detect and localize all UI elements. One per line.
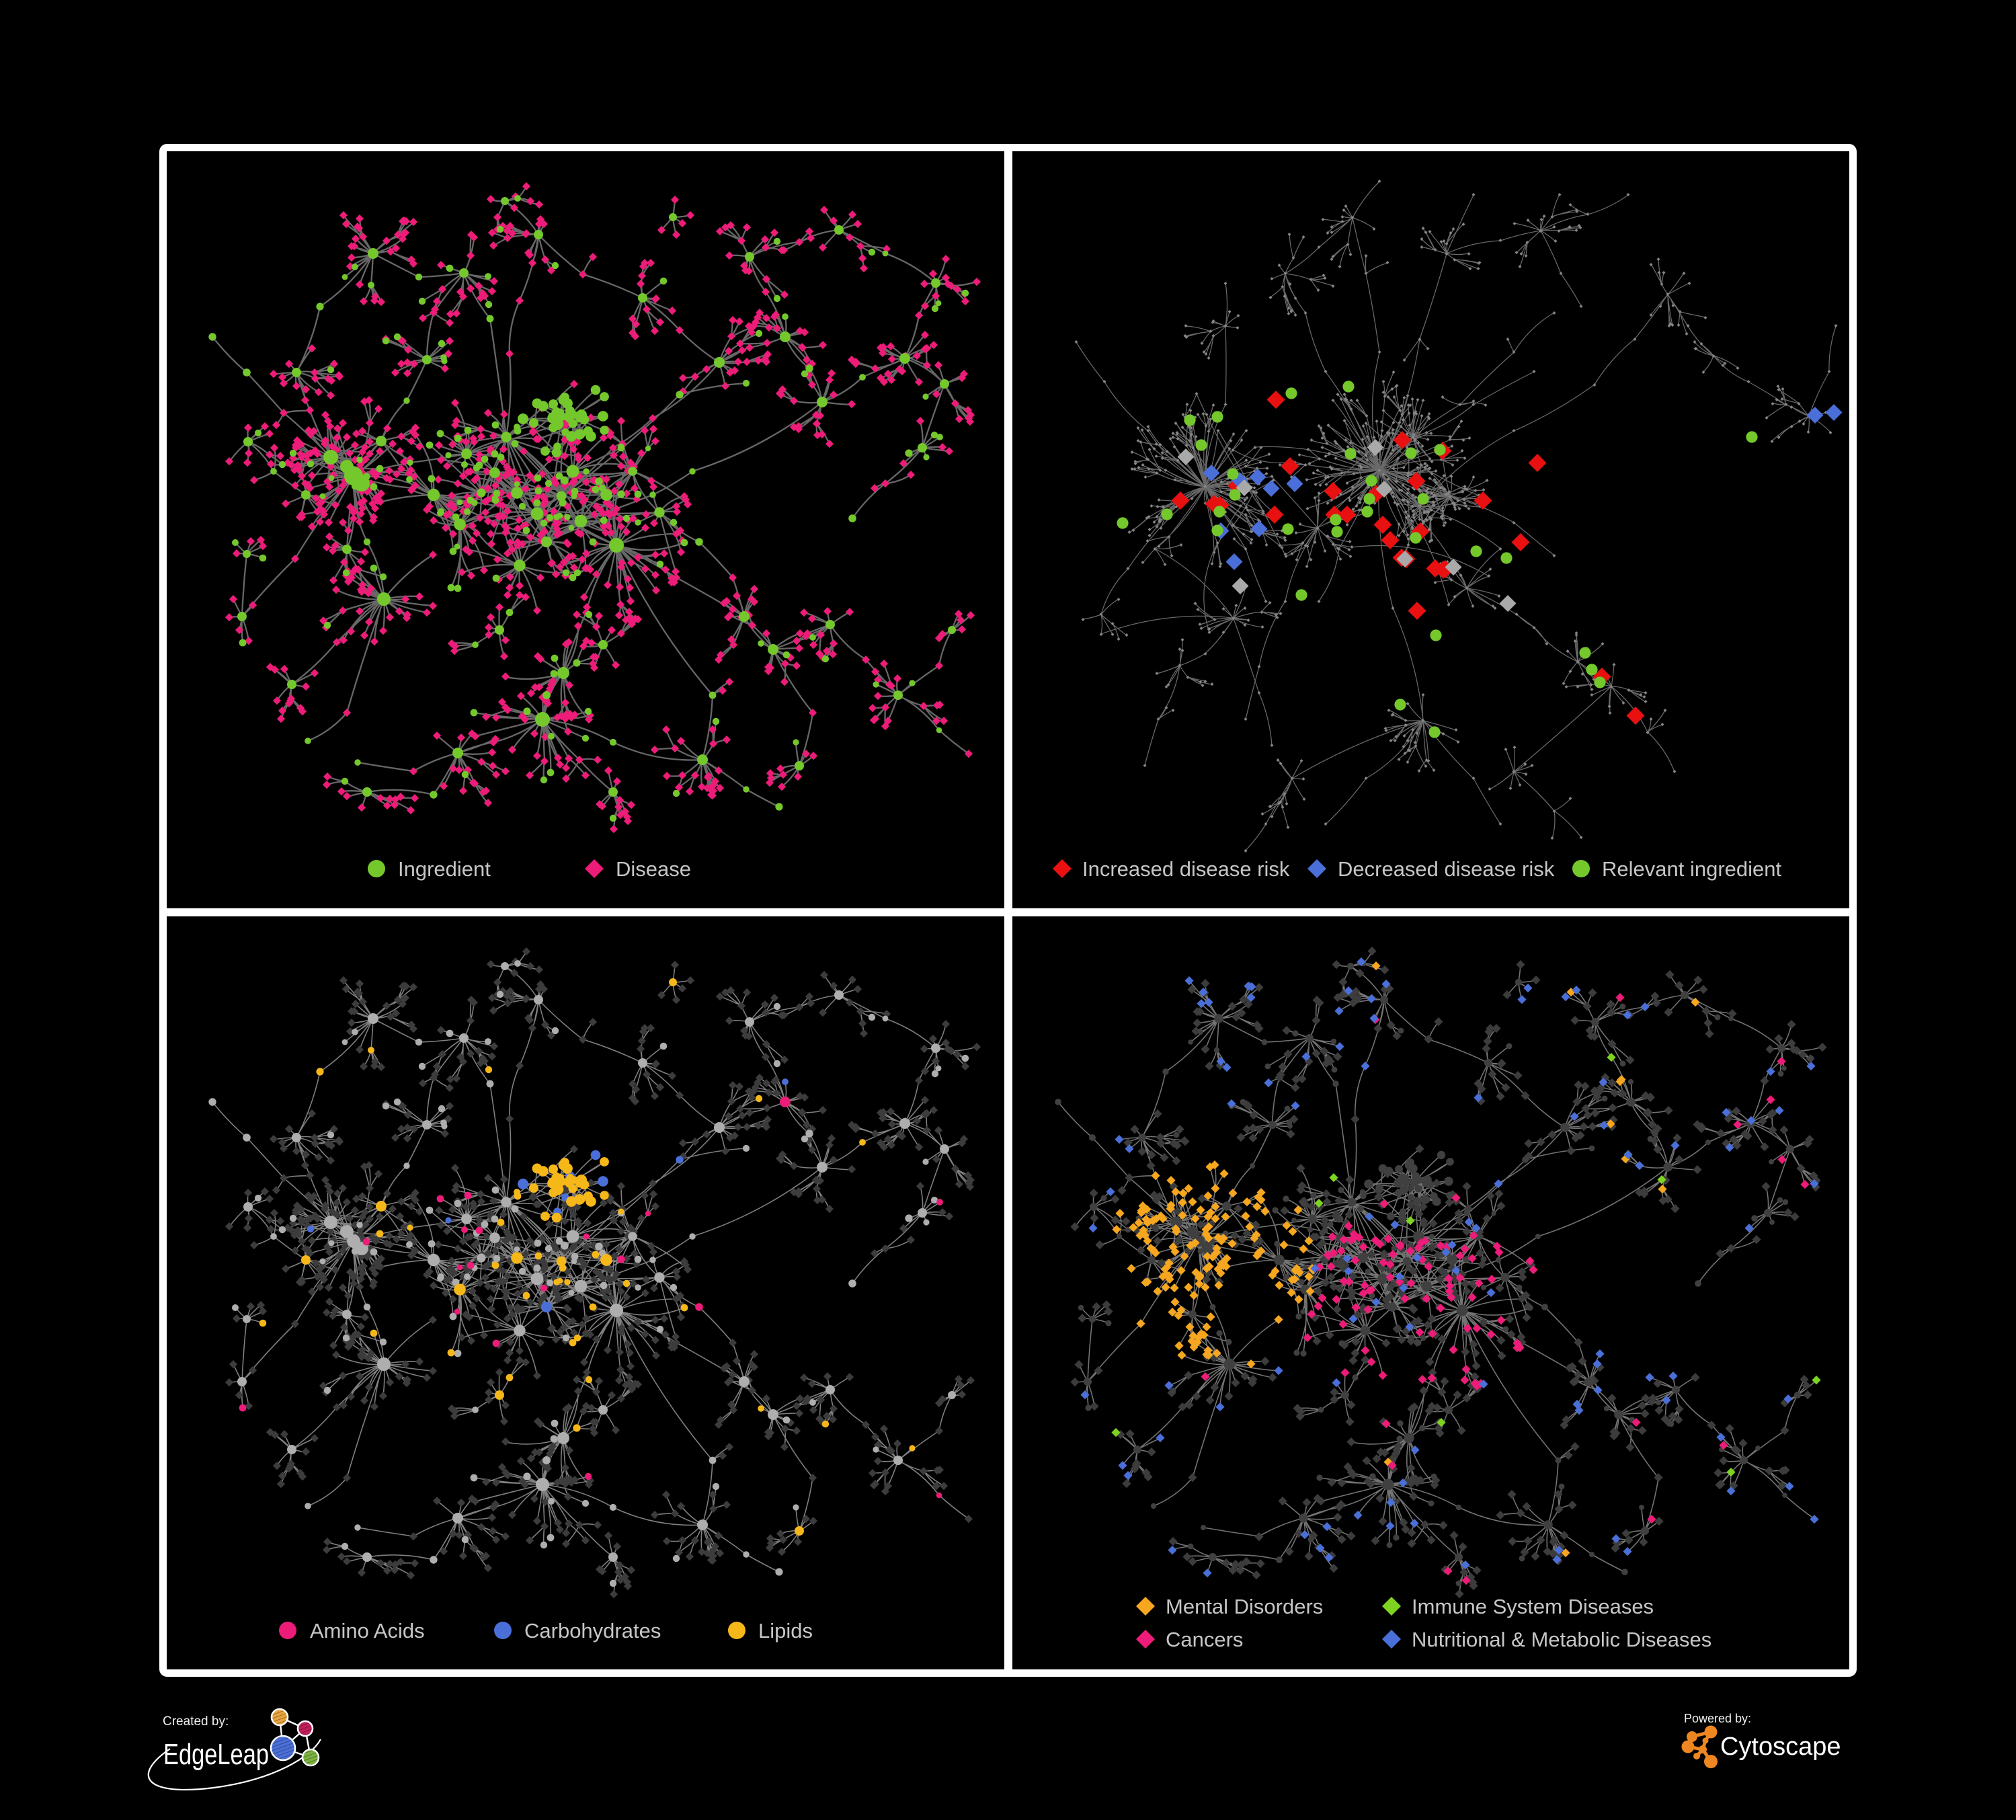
svg-text:Carbohydrates: Carbohydrates bbox=[524, 1619, 661, 1643]
svg-text:Relevant ingredient: Relevant ingredient bbox=[1602, 857, 1782, 881]
svg-text:Created by:: Created by: bbox=[163, 1714, 229, 1729]
svg-text:EdgeLeap: EdgeLeap bbox=[163, 1738, 269, 1771]
svg-text:Powered by:: Powered by: bbox=[1684, 1712, 1751, 1725]
svg-text:Disease: Disease bbox=[616, 857, 691, 881]
svg-text:Ingredient: Ingredient bbox=[398, 857, 491, 881]
svg-text:Cytoscape: Cytoscape bbox=[1720, 1733, 1841, 1761]
svg-text:Nutritional & Metabolic Diseas: Nutritional & Metabolic Diseases bbox=[1412, 1628, 1711, 1651]
svg-text:Amino Acids: Amino Acids bbox=[310, 1619, 425, 1643]
svg-text:Decreased disease risk: Decreased disease risk bbox=[1338, 857, 1555, 881]
svg-text:Immune System Diseases: Immune System Diseases bbox=[1412, 1595, 1654, 1618]
svg-text:Mental Disorders: Mental Disorders bbox=[1166, 1595, 1323, 1618]
svg-text:Increased disease risk: Increased disease risk bbox=[1082, 857, 1290, 881]
svg-text:Cancers: Cancers bbox=[1166, 1628, 1243, 1651]
svg-text:Lipids: Lipids bbox=[758, 1619, 813, 1643]
